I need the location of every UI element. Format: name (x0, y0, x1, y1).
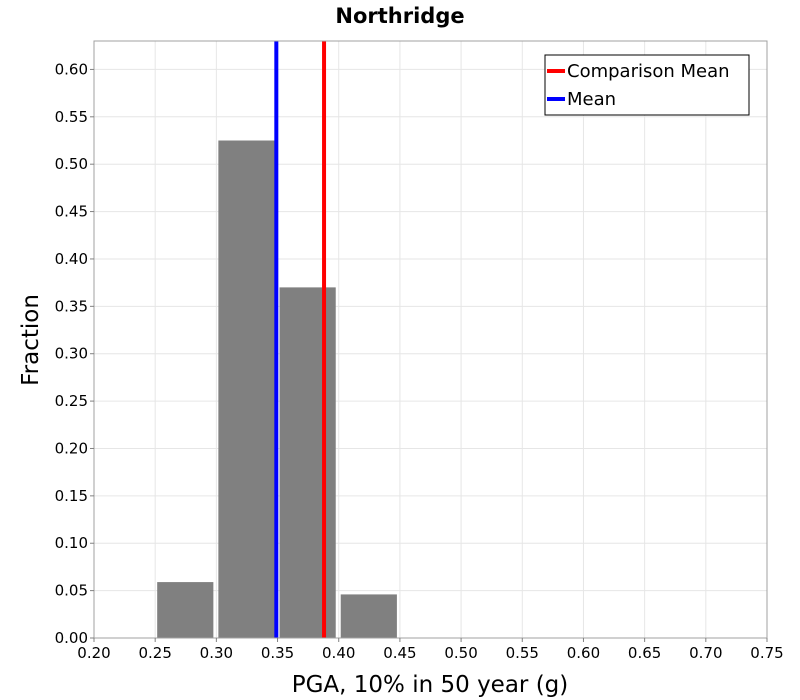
x-tick-label: 0.25 (138, 644, 171, 662)
y-tick-label: 0.25 (55, 392, 88, 410)
x-tick-label: 0.55 (506, 644, 539, 662)
y-tick-label: 0.10 (55, 534, 88, 552)
histogram-bar (157, 582, 214, 638)
legend-label: Comparison Mean (567, 61, 730, 82)
y-tick-label: 0.20 (55, 439, 88, 457)
x-tick-label: 0.20 (77, 644, 110, 662)
grid (93, 41, 768, 639)
x-axis-ticks: 0.20 0.25 0.30 0.35 0.40 0.45 0.50 0.55 0.60 0.65… (77, 638, 784, 662)
legend-label: Mean (567, 89, 616, 110)
y-axis-ticks: 0.00 0.05 0.10 0.15 0.20 0.25 0.30 0.35 0.40 0.45… (55, 60, 94, 647)
y-tick-label: 0.40 (55, 250, 88, 268)
x-tick-label: 0.70 (689, 644, 722, 662)
x-tick-label: 0.50 (444, 644, 477, 662)
x-tick-label: 0.75 (750, 644, 783, 662)
x-tick-label: 0.40 (322, 644, 355, 662)
y-tick-label: 0.50 (55, 155, 88, 173)
y-tick-label: 0.45 (55, 203, 88, 221)
y-tick-label: 0.30 (55, 345, 88, 363)
histogram-bar (340, 594, 397, 638)
x-tick-label: 0.30 (200, 644, 233, 662)
legend: Comparison Mean Mean (544, 54, 750, 116)
y-tick-label: 0.60 (55, 60, 88, 78)
y-tick-label: 0.35 (55, 297, 88, 315)
y-tick-label: 0.05 (55, 582, 88, 600)
chart-title: Northridge (335, 4, 464, 28)
histogram-bar (279, 287, 336, 638)
x-tick-label: 0.60 (567, 644, 600, 662)
x-tick-label: 0.65 (628, 644, 661, 662)
mean-lines (274, 41, 327, 638)
x-tick-label: 0.35 (261, 644, 294, 662)
plot-frame (93, 40, 768, 639)
bars (157, 140, 397, 638)
x-axis-label: PGA, 10% in 50 year (g) (292, 672, 569, 698)
y-tick-label: 0.55 (55, 108, 88, 126)
y-axis-label: Fraction (18, 294, 44, 386)
histogram-bar (218, 140, 275, 638)
x-tick-label: 0.45 (383, 644, 416, 662)
y-tick-label: 0.15 (55, 487, 88, 505)
y-tick-label: 0.00 (55, 629, 88, 647)
legend-box (544, 54, 750, 116)
